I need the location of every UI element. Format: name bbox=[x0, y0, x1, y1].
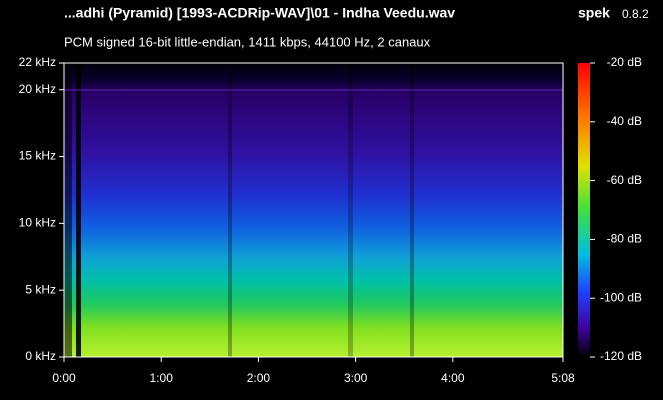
colorbar-tick-label: -40 dB bbox=[607, 114, 642, 128]
x-tick-label: 5:08 bbox=[551, 371, 575, 385]
file-title: ...adhi (Pyramid) [1993-ACDRip-WAV]\01 -… bbox=[64, 5, 455, 21]
x-tick-label: 0:00 bbox=[52, 371, 76, 385]
plot-frame bbox=[63, 62, 564, 358]
colorbar-tick-label: -20 dB bbox=[607, 55, 642, 69]
colorbar-tick-label: -60 dB bbox=[607, 173, 642, 187]
y-tick-label: 5 kHz bbox=[25, 282, 56, 296]
x-tick-label: 3:00 bbox=[344, 371, 368, 385]
y-tick-label: 0 kHz bbox=[25, 349, 56, 363]
app-name: spek bbox=[578, 5, 610, 21]
y-tick-label: 22 kHz bbox=[19, 55, 56, 69]
app-version: 0.8.2 bbox=[622, 7, 649, 21]
colorbar-tick-label: -120 dB bbox=[600, 349, 642, 363]
x-tick-label: 4:00 bbox=[441, 371, 465, 385]
y-tick-label: 20 kHz bbox=[19, 82, 56, 96]
x-tick-label: 1:00 bbox=[150, 371, 174, 385]
x-tick-label: 2:00 bbox=[247, 371, 271, 385]
y-tick-label: 15 kHz bbox=[19, 149, 56, 163]
spectrogram bbox=[64, 63, 563, 357]
subtitle: PCM signed 16-bit little-endian, 1411 kb… bbox=[64, 34, 431, 49]
colorbar-tick-label: -100 dB bbox=[600, 290, 642, 304]
y-tick-label: 10 kHz bbox=[19, 216, 56, 230]
color-bar bbox=[578, 63, 590, 357]
colorbar-tick-label: -80 dB bbox=[607, 232, 642, 246]
